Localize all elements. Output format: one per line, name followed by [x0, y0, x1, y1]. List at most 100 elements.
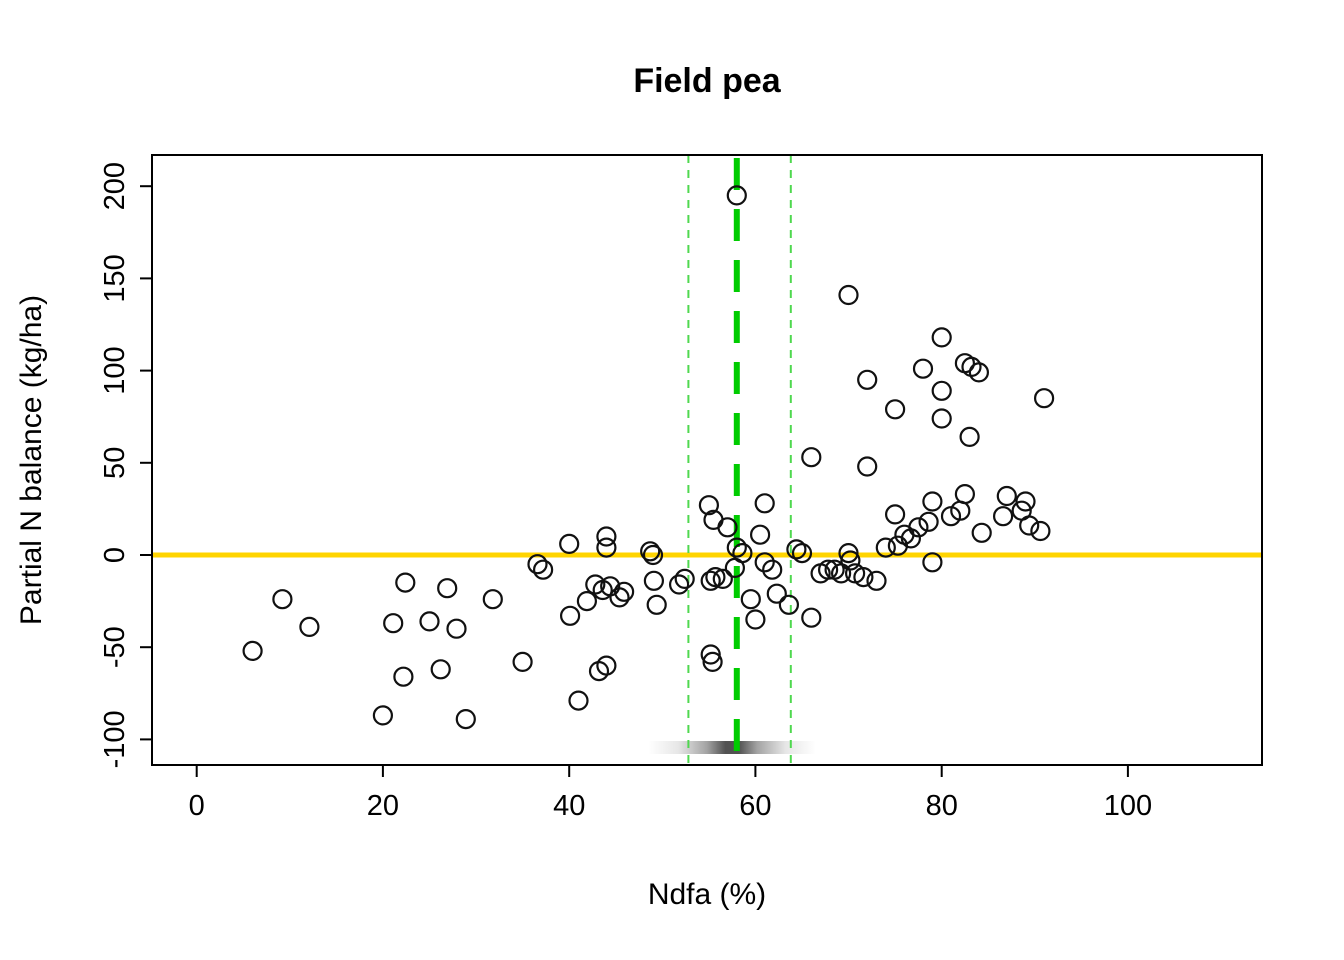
- data-point: [643, 570, 665, 591]
- data-point: [642, 544, 664, 566]
- data-point: [383, 613, 404, 634]
- data-point: [419, 611, 440, 632]
- data-point: [272, 589, 293, 610]
- data-point: [884, 504, 906, 525]
- data-point: [700, 644, 721, 665]
- data-point: [1019, 515, 1040, 536]
- data-point: [745, 609, 766, 630]
- data-point: [971, 522, 992, 543]
- data-point: [740, 589, 761, 610]
- x-tick-label: 100: [1104, 790, 1152, 822]
- data-point: [754, 493, 775, 514]
- x-tick-label: 40: [553, 790, 585, 822]
- data-point: [912, 358, 934, 379]
- data-point: [726, 185, 747, 206]
- data-point: [668, 574, 690, 595]
- data-point: [754, 552, 775, 573]
- data-point: [817, 559, 839, 580]
- data-point: [527, 554, 548, 575]
- data-point: [698, 495, 720, 516]
- y-tick-label: 150: [99, 254, 131, 302]
- data-point: [1033, 388, 1055, 409]
- chart-title: Field pea: [633, 62, 781, 100]
- data-point: [242, 640, 263, 662]
- data-point: [532, 559, 554, 580]
- x-tick-label: 60: [739, 790, 771, 822]
- data-point: [992, 506, 1014, 527]
- data-point: [700, 570, 721, 591]
- data-point: [576, 590, 598, 612]
- data-point: [791, 542, 813, 564]
- density-rug: [648, 741, 816, 754]
- data-point: [762, 559, 783, 580]
- data-point: [717, 517, 738, 538]
- data-point: [931, 408, 952, 429]
- y-tick-label: 50: [99, 447, 131, 479]
- data-point: [482, 589, 503, 610]
- data-point: [726, 537, 747, 558]
- data-point: [801, 607, 822, 628]
- data-point: [922, 552, 943, 573]
- data-point: [299, 616, 320, 638]
- data-point: [646, 594, 667, 615]
- data-point: [512, 651, 533, 673]
- data-point: [702, 651, 723, 673]
- data-point: [455, 708, 476, 730]
- data-point: [568, 690, 589, 711]
- data-point: [712, 568, 733, 590]
- data-point: [996, 485, 1017, 507]
- data-point: [950, 500, 971, 521]
- data-point: [674, 568, 695, 590]
- data-point: [766, 583, 787, 604]
- data-point: [922, 491, 943, 512]
- data-point: [372, 705, 393, 726]
- data-point: [430, 659, 451, 680]
- data-point: [857, 369, 878, 390]
- y-tick-label: 0: [99, 547, 131, 563]
- data-point: [786, 539, 807, 560]
- y-tick-label: -50: [99, 626, 131, 668]
- data-point: [875, 537, 896, 558]
- data-point: [954, 484, 976, 505]
- data-point: [1030, 520, 1051, 542]
- plot-box: [151, 154, 1263, 766]
- data-point: [801, 447, 822, 468]
- data-point: [395, 572, 416, 593]
- data-point: [1015, 491, 1036, 512]
- data-point: [705, 566, 726, 588]
- data-point: [857, 456, 878, 477]
- data-point: [724, 557, 746, 579]
- data-point: [559, 533, 580, 555]
- x-tick-label: 0: [189, 790, 205, 822]
- data-point: [959, 426, 980, 447]
- data-point: [588, 660, 610, 682]
- data-point: [853, 566, 874, 588]
- data-point: [749, 524, 771, 545]
- data-point: [609, 587, 630, 608]
- x-tick-label: 80: [926, 790, 958, 822]
- data-point: [596, 526, 617, 547]
- data-point: [437, 578, 458, 599]
- y-tick-label: -100: [99, 710, 131, 768]
- data-point: [887, 535, 909, 556]
- data-point: [918, 511, 939, 532]
- data-point: [596, 537, 617, 558]
- data-point: [559, 605, 581, 626]
- data-point: [640, 541, 661, 562]
- data-point: [838, 284, 859, 306]
- data-point: [446, 618, 467, 639]
- y-tick-label: 100: [99, 346, 131, 394]
- data-point: [393, 666, 414, 687]
- data-point: [613, 581, 635, 602]
- data-point: [838, 542, 859, 564]
- x-tick-label: 20: [367, 790, 399, 822]
- data-point: [931, 327, 952, 348]
- data-point: [830, 563, 852, 584]
- y-tick-label: 200: [99, 162, 131, 210]
- data-point: [866, 570, 887, 591]
- data-point: [778, 594, 800, 615]
- data-point: [931, 380, 952, 401]
- data-point: [884, 399, 906, 420]
